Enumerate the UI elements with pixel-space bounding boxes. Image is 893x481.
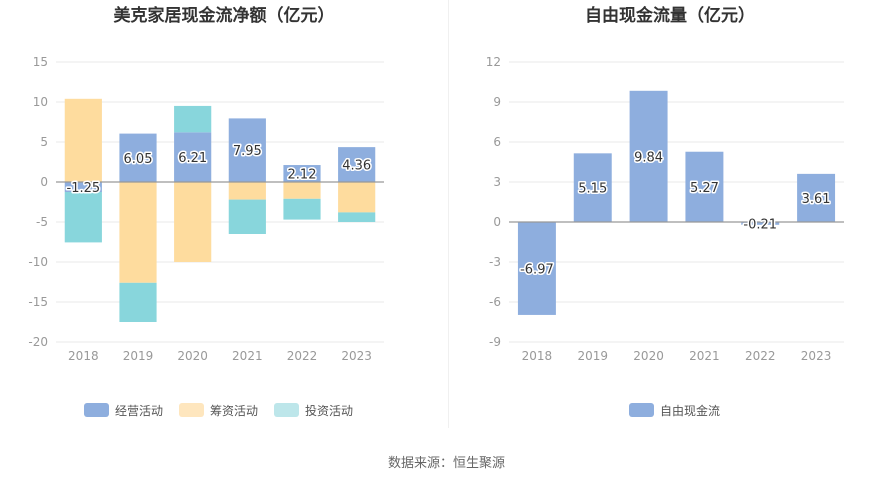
- x-tick-label: 2022: [745, 349, 776, 363]
- y-tick-label: -15: [28, 295, 48, 309]
- legend-swatch-operating: [84, 403, 109, 417]
- bar-investing: [283, 198, 321, 220]
- data-label: -6.97: [520, 262, 554, 277]
- y-tick-label: 15: [33, 55, 48, 69]
- bar-free-cash-flow: [741, 222, 780, 225]
- y-tick-label: 0: [493, 215, 501, 229]
- data-label: 7.95: [233, 144, 262, 159]
- legend-swatch-free-cash-flow: [629, 403, 654, 417]
- bar-investing: [228, 199, 266, 234]
- x-tick-label: 2022: [287, 349, 318, 363]
- x-tick-label: 2020: [177, 349, 208, 363]
- bar-operating: [119, 133, 157, 182]
- cash-flow-net-chart: 美克家居现金流净额（亿元） -20 -15 -10 -5 0 5 10 15 2018 2019 20…: [28, 5, 384, 418]
- x-tick-label: 2023: [341, 349, 372, 363]
- y-tick-label: 5: [40, 135, 48, 149]
- legend-label-operating: 经营活动: [115, 404, 163, 418]
- panel-divider: [448, 0, 449, 428]
- bar-operating: [338, 147, 376, 182]
- bar-financing: [338, 182, 376, 213]
- data-label: -0.21: [743, 217, 777, 232]
- bar-free-cash-flow: [517, 222, 556, 315]
- bar-free-cash-flow: [629, 90, 668, 222]
- bar-financing: [119, 182, 157, 283]
- bar-financing: [283, 182, 321, 199]
- bar-operating: [283, 165, 321, 182]
- y-tick-label: 9: [493, 95, 501, 109]
- data-label: 5.15: [578, 182, 607, 197]
- bar-investing: [64, 192, 102, 243]
- bar-investing: [338, 212, 376, 222]
- bar-investing: [119, 282, 157, 322]
- bar-financing: [64, 98, 102, 182]
- chart-title: 美克家居现金流净额（亿元）: [114, 5, 335, 26]
- data-label: 6.05: [124, 152, 153, 167]
- bar-operating: [64, 182, 102, 192]
- data-label: 9.84: [634, 150, 663, 165]
- x-tick-label: 2021: [232, 349, 263, 363]
- data-label: 5.27: [690, 181, 719, 196]
- y-tick-label: 3: [493, 175, 501, 189]
- x-tick-label: 2018: [68, 349, 99, 363]
- y-tick-label: -10: [28, 255, 48, 269]
- y-tick-label: -9: [489, 335, 501, 349]
- data-label: -1.25: [67, 181, 101, 196]
- legend-label-financing: 筹资活动: [210, 404, 258, 418]
- x-tick-label: 2021: [689, 349, 720, 363]
- y-tick-label: 10: [33, 95, 48, 109]
- data-label: 6.21: [178, 151, 207, 166]
- legend-swatch-investing: [274, 403, 299, 417]
- bar-operating: [174, 132, 212, 182]
- bar-free-cash-flow: [797, 173, 836, 222]
- bar-operating: [228, 118, 266, 182]
- bar-financing: [174, 182, 212, 262]
- data-label: 4.36: [342, 159, 371, 174]
- y-tick-label: -6: [489, 295, 501, 309]
- free-cash-flow-chart: 自由现金流量（亿元） -9 -6 -3 0 3 6 9 12 2018 2019 2020 2021 20…: [486, 5, 844, 418]
- x-tick-label: 2020: [633, 349, 664, 363]
- y-tick-label: -5: [36, 215, 48, 229]
- y-tick-label: 0: [40, 175, 48, 189]
- x-tick-label: 2023: [801, 349, 832, 363]
- x-tick-label: 2018: [522, 349, 553, 363]
- y-tick-label: 6: [493, 135, 501, 149]
- x-tick-label: 2019: [577, 349, 608, 363]
- data-label: 2.12: [288, 168, 317, 183]
- data-label: 3.61: [802, 192, 831, 207]
- legend-label-investing: 投资活动: [305, 403, 353, 418]
- bar-free-cash-flow: [573, 153, 612, 222]
- legend-swatch-financing: [179, 403, 204, 417]
- y-tick-label: -3: [489, 255, 501, 269]
- chart-title: 自由现金流量（亿元）: [585, 5, 755, 26]
- bar-free-cash-flow: [685, 151, 724, 222]
- x-tick-label: 2019: [123, 349, 154, 363]
- legend-label-free-cash-flow: 自由现金流: [660, 403, 720, 418]
- y-tick-label: 12: [486, 55, 501, 69]
- source-note: 数据来源：恒生聚源: [387, 456, 505, 471]
- y-tick-label: -20: [28, 335, 48, 349]
- bar-investing: [174, 105, 212, 133]
- bar-financing: [228, 182, 266, 200]
